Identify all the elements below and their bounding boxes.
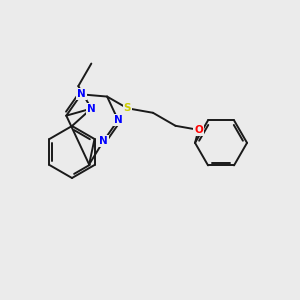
Text: N: N bbox=[87, 103, 96, 114]
Text: N: N bbox=[114, 115, 122, 125]
Text: N: N bbox=[99, 136, 108, 146]
Text: O: O bbox=[194, 125, 203, 135]
Text: S: S bbox=[124, 103, 131, 113]
Text: N: N bbox=[77, 89, 85, 99]
